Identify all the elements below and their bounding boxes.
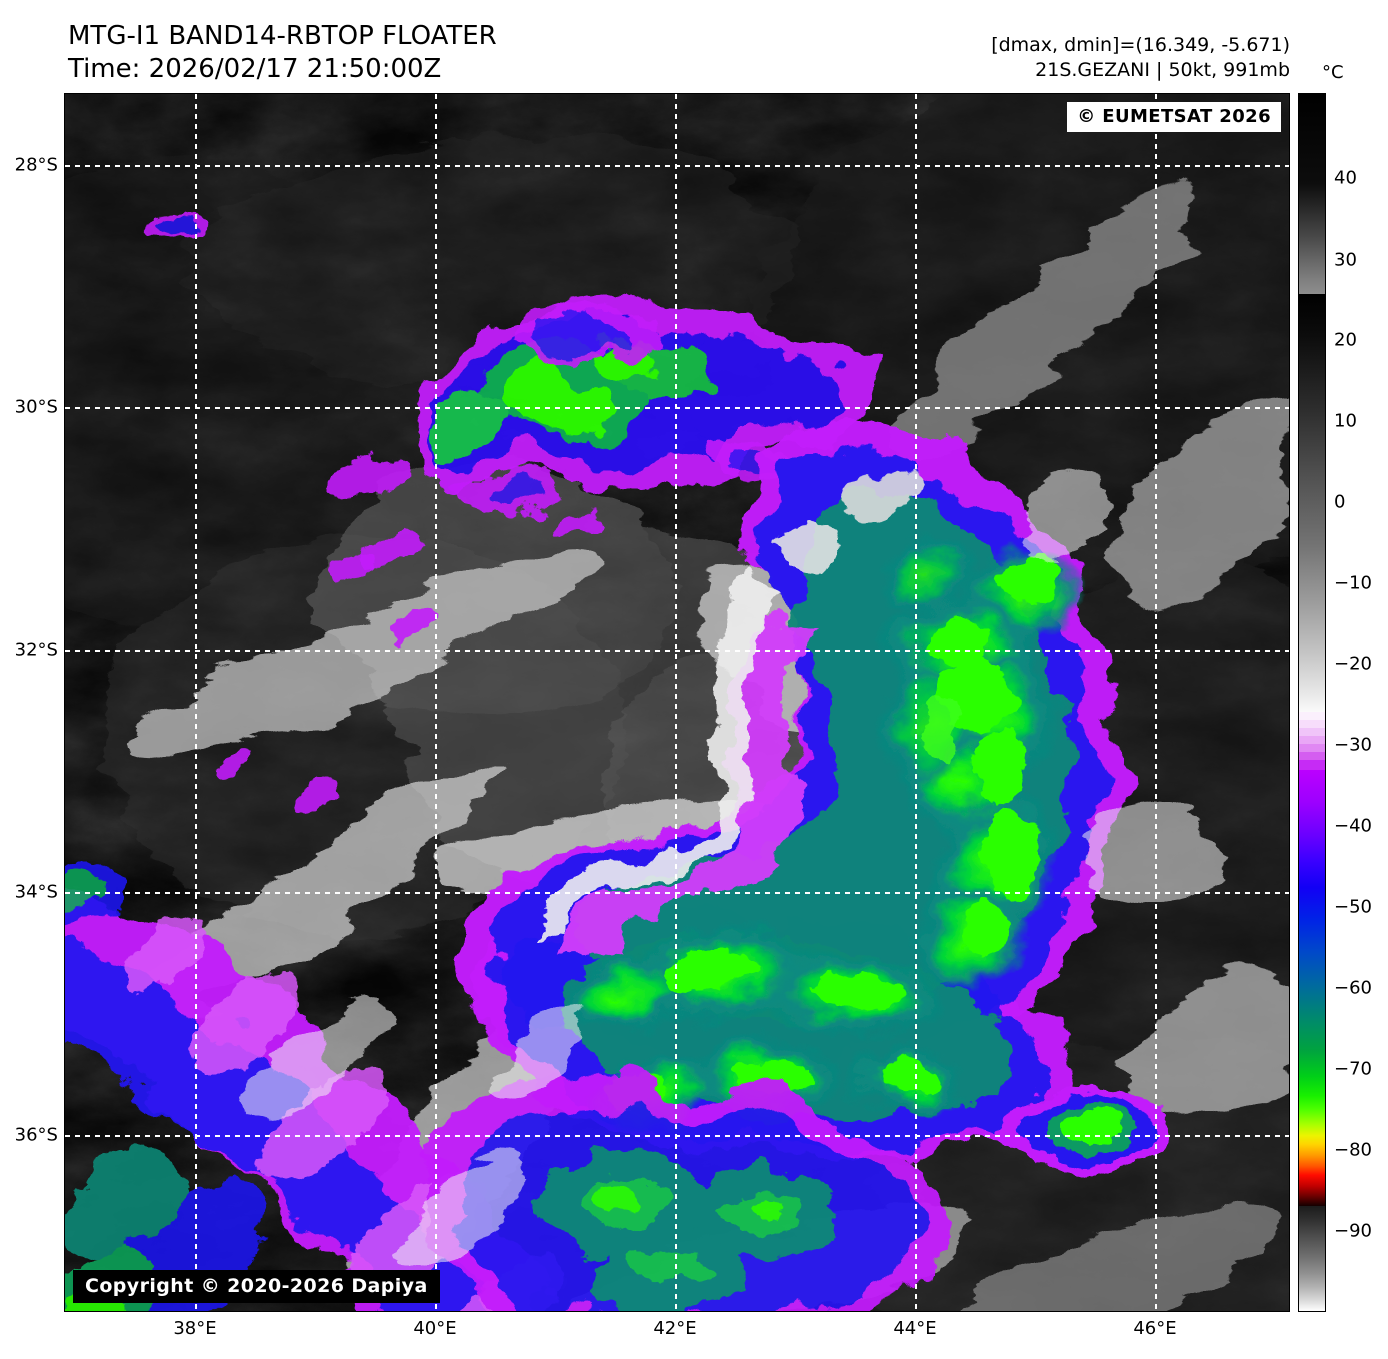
data-range-label: [dmax, dmin]=(16.349, -5.671) — [991, 34, 1290, 56]
observation-time: Time: 2026/02/17 21:50:00Z — [68, 54, 442, 84]
x-tick-label: 44°E — [893, 1318, 937, 1339]
colorbar-tick-label: −50 — [1334, 896, 1372, 918]
colorbar-tick-label: −10 — [1334, 572, 1372, 594]
eumetsat-credit-badge: © EUMETSAT 2026 — [1067, 102, 1281, 132]
page-title: MTG-I1 BAND14-RBTOP FLOATER Time: 2026/0… — [68, 20, 497, 86]
colorbar-tick-label: 30 — [1334, 249, 1357, 271]
y-tick-label: 28°S — [14, 154, 58, 176]
satellite-imagery-plot[interactable]: © EUMETSAT 2026 Copyright © 2020-2026 Da… — [64, 93, 1290, 1312]
y-tick-label: 34°S — [14, 881, 58, 903]
colorbar-tick-label: 10 — [1334, 410, 1357, 432]
y-tick-label: 36°S — [14, 1124, 58, 1146]
x-tick-label: 42°E — [653, 1318, 697, 1339]
colorbar-tick-label: −60 — [1334, 977, 1372, 999]
colorbar-tick-label: −90 — [1334, 1220, 1372, 1242]
colorbar-tick-label: 20 — [1334, 329, 1357, 351]
colorbar-tick-label: −70 — [1334, 1058, 1372, 1080]
y-tick-label: 32°S — [14, 639, 58, 661]
copyright-badge: Copyright © 2020-2026 Dapiya — [73, 1270, 440, 1303]
colorbar-tick-label: −80 — [1334, 1139, 1372, 1161]
colorbar-unit-label: °C — [1322, 62, 1344, 83]
x-tick-label: 46°E — [1133, 1318, 1177, 1339]
product-title: MTG-I1 BAND14-RBTOP FLOATER — [68, 21, 497, 51]
colorbar-tick-label: −20 — [1334, 653, 1372, 675]
y-tick-label: 30°S — [14, 396, 58, 418]
ir-cloud-top-image — [65, 94, 1289, 1311]
colorbar-tick-label: −30 — [1334, 734, 1372, 756]
colorbar-gradient — [1299, 94, 1325, 1311]
temperature-colorbar[interactable] — [1298, 93, 1326, 1312]
colorbar-tick-label: 40 — [1334, 167, 1357, 189]
x-tick-label: 38°E — [173, 1318, 217, 1339]
storm-info-label: 21S.GEZANI | 50kt, 991mb — [1035, 59, 1290, 81]
metadata-block: [dmax, dmin]=(16.349, -5.671) 21S.GEZANI… — [991, 33, 1290, 83]
x-tick-label: 40°E — [413, 1318, 457, 1339]
colorbar-tick-label: −40 — [1334, 815, 1372, 837]
colorbar-tick-label: 0 — [1334, 491, 1346, 513]
